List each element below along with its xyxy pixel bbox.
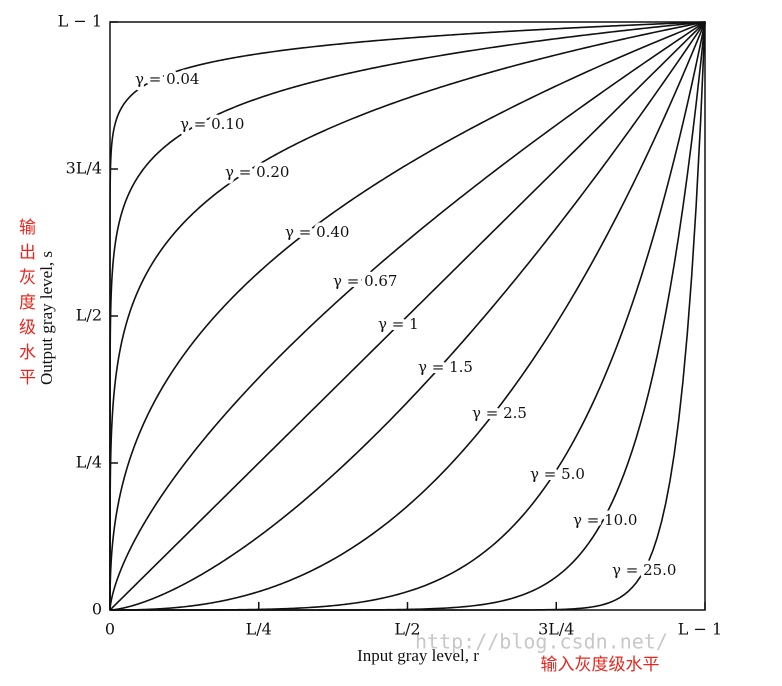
gamma-curve	[109, 21, 706, 610]
gamma-curve	[109, 21, 706, 610]
gamma-curve	[109, 21, 706, 610]
y-note: 输出灰度级水平	[15, 218, 36, 393]
x-axis-label: Input gray level, r	[357, 646, 479, 665]
gamma-curve	[109, 21, 706, 610]
x-tick-label: L − 1	[678, 620, 722, 639]
gamma-label: γ = 25.0	[612, 561, 676, 579]
x-note: 输入灰度级水平	[541, 655, 660, 675]
gamma-label: γ = 1	[378, 315, 419, 333]
gamma-curve	[109, 21, 706, 610]
y-tick-label: 3L/4	[66, 159, 102, 178]
gamma-label: γ = 0.20	[225, 163, 289, 181]
y-tick-label: L/4	[76, 453, 102, 472]
gamma-curve	[110, 21, 706, 611]
x-tick-label: 3L/4	[538, 620, 574, 639]
x-tick-label: L/4	[246, 620, 272, 639]
y-tick-label: L − 1	[58, 12, 102, 31]
watermark: http://blog.csdn.net/	[415, 630, 668, 654]
gamma-label: γ = 1.5	[418, 358, 473, 376]
y-tick-label: L/2	[76, 306, 102, 325]
gamma-label: γ = 0.67	[333, 272, 397, 290]
gamma-label: γ = 2.5	[472, 404, 527, 422]
x-tick-label: 0	[105, 620, 115, 639]
x-tick-label: L/2	[394, 620, 420, 639]
gamma-label: γ = 10.0	[573, 511, 637, 529]
gamma-curve	[109, 21, 706, 611]
y-axis-label: Output gray level, s	[37, 251, 56, 385]
y-tick-label: 0	[92, 600, 102, 619]
gamma-label: γ = 5.0	[530, 465, 585, 483]
gamma-label: γ = 0.04	[135, 70, 199, 88]
gamma-label: γ = 0.10	[180, 115, 244, 133]
gamma-label: γ = 0.40	[285, 223, 349, 241]
